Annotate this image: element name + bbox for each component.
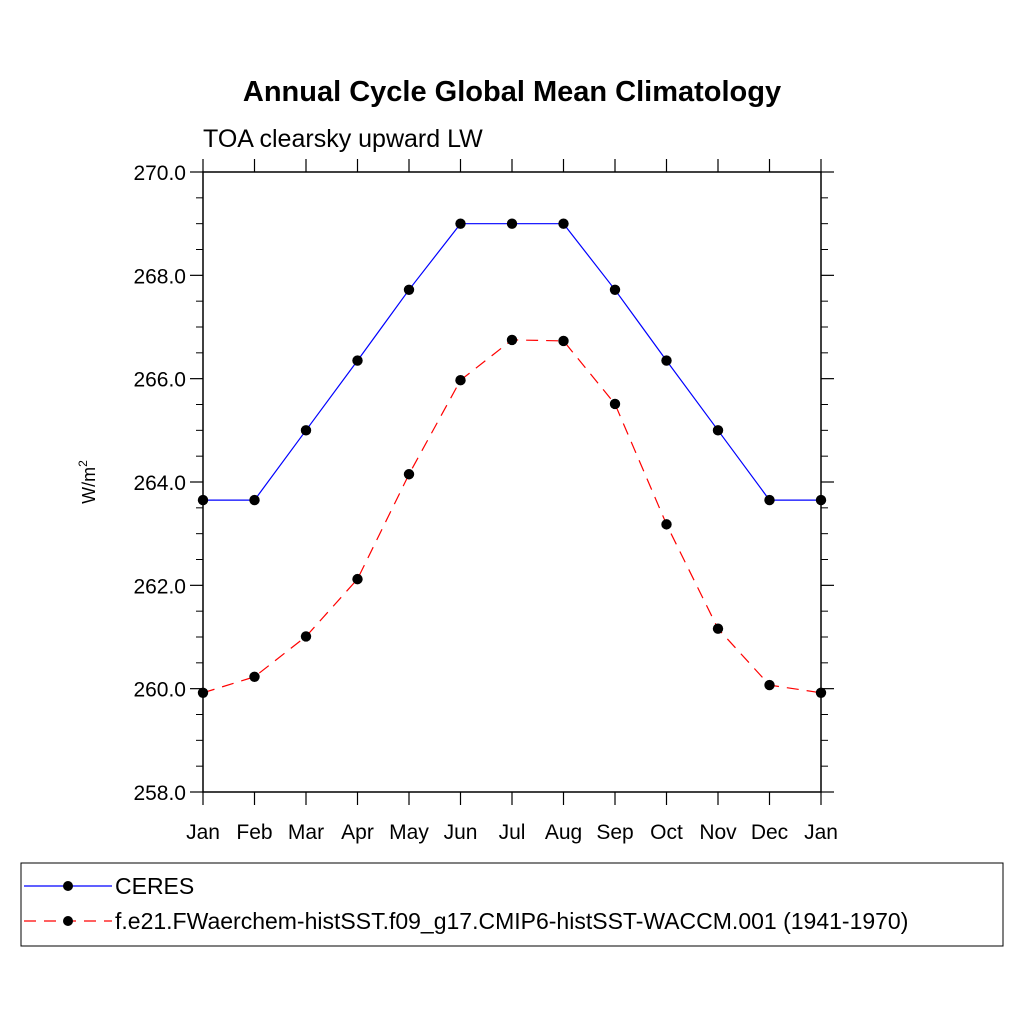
y-tick-label: 258.0 (133, 782, 186, 805)
y-axis-label: W/m2 (76, 460, 99, 504)
x-tick-label: Aug (545, 821, 582, 844)
series-0-point (712, 425, 724, 436)
series-1-point (455, 375, 466, 386)
series-line-0 (203, 223, 821, 501)
x-tick-label: Jun (444, 821, 478, 844)
series-1-point (300, 631, 312, 642)
series-0-point (558, 218, 569, 229)
plot-frame (202, 171, 822, 793)
x-tick-label: Sep (596, 821, 633, 844)
series-1-point (403, 469, 415, 480)
series-0-point (609, 284, 621, 295)
y-tick-label: 266.0 (133, 369, 186, 392)
series-layer (197, 218, 827, 698)
series-1-point (506, 334, 518, 346)
y-tick-label: 268.0 (133, 265, 186, 288)
x-tick-label: Jan (186, 821, 220, 844)
series-1-point (352, 573, 363, 585)
series-1-point (249, 671, 260, 682)
labels-layer: Jan Feb Mar Apr May Jun Jul Aug Sep Oct Nov Dec Jan2… (133, 162, 837, 844)
legend-marker-model (63, 916, 73, 926)
series-1-point (764, 679, 775, 691)
y-tick-label: 264.0 (133, 472, 186, 495)
y-tick-label: 260.0 (133, 679, 186, 702)
legend: CERES f.e21.FWaerchem-histSST.f09_g17.CM… (20, 862, 1004, 947)
series-1-point (558, 335, 569, 347)
series-0-point (403, 284, 415, 295)
chart-subtitle: TOA clearsky upward LW (203, 125, 483, 153)
y-axis-label-superscript: 2 (76, 460, 90, 467)
series-0-point (764, 494, 775, 506)
x-tick-label: Nov (699, 821, 737, 844)
x-tick-label: Dec (751, 821, 788, 844)
x-tick-label: Apr (341, 821, 374, 844)
legend-label-model: f.e21.FWaerchem-histSST.f09_g17.CMIP6-hi… (115, 908, 908, 934)
y-tick-label: 270.0 (133, 162, 186, 185)
x-tick-label: Oct (650, 821, 683, 844)
x-tick-label: Feb (236, 821, 272, 844)
series-0-point (352, 355, 363, 366)
series-line-1 (202, 339, 822, 694)
legend-label-ceres: CERES (115, 873, 194, 899)
series-1-point (712, 623, 724, 634)
series-1-point (661, 519, 672, 530)
svg-text:W/m2: W/m2 (76, 460, 99, 504)
series-0-point (661, 355, 672, 366)
y-axis-label-text: W/m (79, 467, 99, 504)
legend-marker-ceres (63, 881, 73, 891)
chart-title: Annual Cycle Global Mean Climatology (243, 76, 781, 108)
x-tick-label: Jan (804, 821, 838, 844)
series-0-point (506, 218, 518, 229)
ticks-layer (190, 159, 834, 805)
series-1-point (609, 398, 621, 410)
x-tick-label: May (389, 821, 429, 844)
y-tick-label: 262.0 (133, 575, 186, 598)
legend-box (20, 862, 1004, 947)
x-tick-label: Mar (288, 821, 324, 844)
x-tick-label: Jul (499, 821, 526, 844)
series-0-point (249, 494, 260, 506)
series-0-point (300, 425, 312, 436)
series-0-point (455, 218, 466, 229)
